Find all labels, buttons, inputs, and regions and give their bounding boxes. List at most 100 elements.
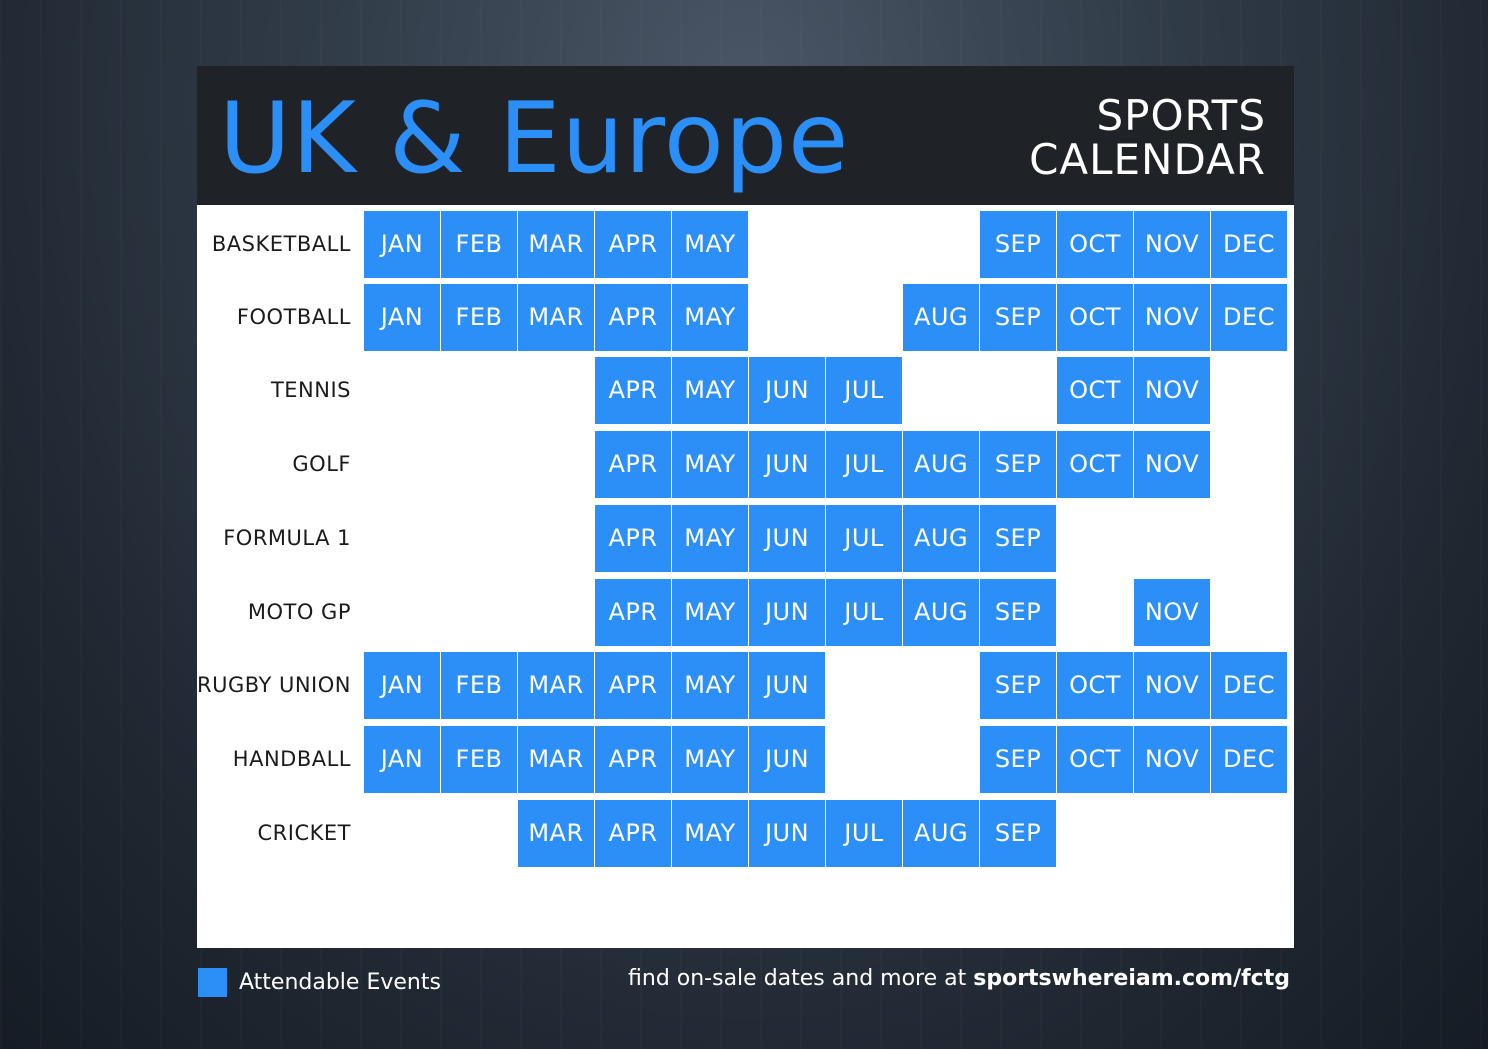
month-cell: JAN — [364, 211, 440, 278]
month-cell: MAR — [518, 652, 594, 719]
month-cell: JAN — [364, 284, 440, 351]
sport-label: FORMULA 1 — [223, 526, 351, 550]
sport-row: FORMULA 1 APR MAY JUN JUL AUG SEP — [197, 505, 1294, 572]
month-cell: AUG — [903, 284, 979, 351]
footer-text: find on-sale dates and more at — [628, 966, 974, 991]
subtitle-line-2: CALENDAR — [1029, 135, 1266, 184]
month-cell: OCT — [1057, 211, 1133, 278]
month-cell: OCT — [1057, 284, 1133, 351]
month-cell: OCT — [1057, 357, 1133, 424]
month-cell: JUN — [749, 579, 825, 646]
sport-label: FOOTBALL — [236, 305, 351, 329]
month-cell: FEB — [441, 726, 517, 793]
month-cell: AUG — [903, 431, 979, 498]
sport-label: BASKETBALL — [211, 232, 351, 256]
month-cell: JUL — [826, 579, 902, 646]
month-cell: NOV — [1134, 579, 1210, 646]
sport-row: FOOTBALL JAN FEB MAR APR MAY AUG SEP OCT NOV DEC — [197, 284, 1294, 351]
sport-label: RUGBY UNION — [196, 673, 351, 697]
month-cell: FEB — [441, 284, 517, 351]
month-cell: JUN — [749, 726, 825, 793]
header: UK & Europe SPORTS CALENDAR — [197, 66, 1294, 205]
sport-row: BASKETBALL JAN FEB MAR APR MAY SEP OCT NOV DEC — [197, 211, 1294, 278]
month-cell: SEP — [980, 431, 1056, 498]
sport-row: MOTO GP APR MAY JUN JUL AUG SEP NOV — [197, 579, 1294, 646]
month-cell: NOV — [1134, 211, 1210, 278]
calendar-panel: UK & Europe SPORTS CALENDAR BASKETBALL JA… — [197, 66, 1294, 948]
month-cell: SEP — [980, 800, 1056, 867]
month-cell: SEP — [980, 726, 1056, 793]
month-cell: JAN — [364, 726, 440, 793]
month-cell: AUG — [903, 800, 979, 867]
month-cell: APR — [595, 652, 671, 719]
month-cell: JUL — [826, 505, 902, 572]
month-cell: SEP — [980, 652, 1056, 719]
month-cell: APR — [595, 357, 671, 424]
month-cell: NOV — [1134, 431, 1210, 498]
sport-row: GOLF APR MAY JUN JUL AUG SEP OCT NOV — [197, 431, 1294, 498]
month-cell: OCT — [1057, 431, 1133, 498]
month-cell: DEC — [1211, 284, 1287, 351]
month-cell: JUN — [749, 800, 825, 867]
month-cell: APR — [595, 284, 671, 351]
month-cell: NOV — [1134, 726, 1210, 793]
month-cell: MAY — [672, 505, 748, 572]
month-cell: NOV — [1134, 652, 1210, 719]
sport-label: CRICKET — [257, 821, 351, 845]
month-cell: MAY — [672, 431, 748, 498]
month-cell: MAR — [518, 726, 594, 793]
month-cell: SEP — [980, 211, 1056, 278]
month-cell: MAY — [672, 800, 748, 867]
month-cell: MAY — [672, 726, 748, 793]
calendar-grid: BASKETBALL JAN FEB MAR APR MAY SEP OCT NOV DEC FOO… — [197, 205, 1294, 948]
month-cell: DEC — [1211, 726, 1287, 793]
month-cell: DEC — [1211, 652, 1287, 719]
month-cell: NOV — [1134, 357, 1210, 424]
month-cell: MAR — [518, 211, 594, 278]
month-cell: APR — [595, 505, 671, 572]
month-cell: APR — [595, 726, 671, 793]
sport-label: GOLF — [292, 452, 351, 476]
month-cell: OCT — [1057, 652, 1133, 719]
month-cell: FEB — [441, 652, 517, 719]
subtitle-line-1: SPORTS — [1096, 91, 1266, 140]
month-cell: OCT — [1057, 726, 1133, 793]
month-cell: MAR — [518, 800, 594, 867]
subtitle: SPORTS CALENDAR — [1029, 94, 1266, 182]
month-cell: AUG — [903, 505, 979, 572]
month-cell: JAN — [364, 652, 440, 719]
sport-label: HANDBALL — [232, 747, 351, 771]
legend: Attendable Events — [198, 968, 441, 997]
month-cell: SEP — [980, 284, 1056, 351]
month-cell: JUL — [826, 431, 902, 498]
month-cell: NOV — [1134, 284, 1210, 351]
sport-row: RUGBY UNION JAN FEB MAR APR MAY JUN SEP OCT NOV DE… — [197, 652, 1294, 719]
month-cell: JUN — [749, 505, 825, 572]
month-cell: DEC — [1211, 211, 1287, 278]
month-cell: MAY — [672, 579, 748, 646]
month-cell: JUN — [749, 431, 825, 498]
month-cell: JUN — [749, 357, 825, 424]
month-cell: FEB — [441, 211, 517, 278]
month-cell: MAY — [672, 357, 748, 424]
sport-row: HANDBALL JAN FEB MAR APR MAY JUN SEP OCT NOV DEC — [197, 726, 1294, 793]
month-cell: JUL — [826, 800, 902, 867]
legend-label: Attendable Events — [239, 970, 441, 995]
month-cell: APR — [595, 211, 671, 278]
month-cell: JUN — [749, 652, 825, 719]
month-cell: MAY — [672, 652, 748, 719]
month-cell: SEP — [980, 505, 1056, 572]
sport-row: CRICKET MAR APR MAY JUN JUL AUG SEP — [197, 800, 1294, 867]
sport-label: TENNIS — [270, 378, 351, 402]
month-cell: APR — [595, 579, 671, 646]
month-cell: AUG — [903, 579, 979, 646]
month-cell: MAY — [672, 284, 748, 351]
month-cell: MAY — [672, 211, 748, 278]
footer-link[interactable]: sportswhereiam.com/fctg — [973, 966, 1290, 991]
month-cell: APR — [595, 431, 671, 498]
sport-row: TENNIS APR MAY JUN JUL OCT NOV — [197, 357, 1294, 424]
month-cell: MAR — [518, 284, 594, 351]
sport-label: MOTO GP — [247, 600, 351, 624]
month-cell: JUL — [826, 357, 902, 424]
month-cell: APR — [595, 800, 671, 867]
